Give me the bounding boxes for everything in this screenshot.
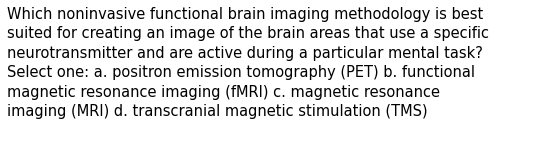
Text: Which noninvasive functional brain imaging methodology is best
suited for creati: Which noninvasive functional brain imagi… — [7, 7, 489, 119]
